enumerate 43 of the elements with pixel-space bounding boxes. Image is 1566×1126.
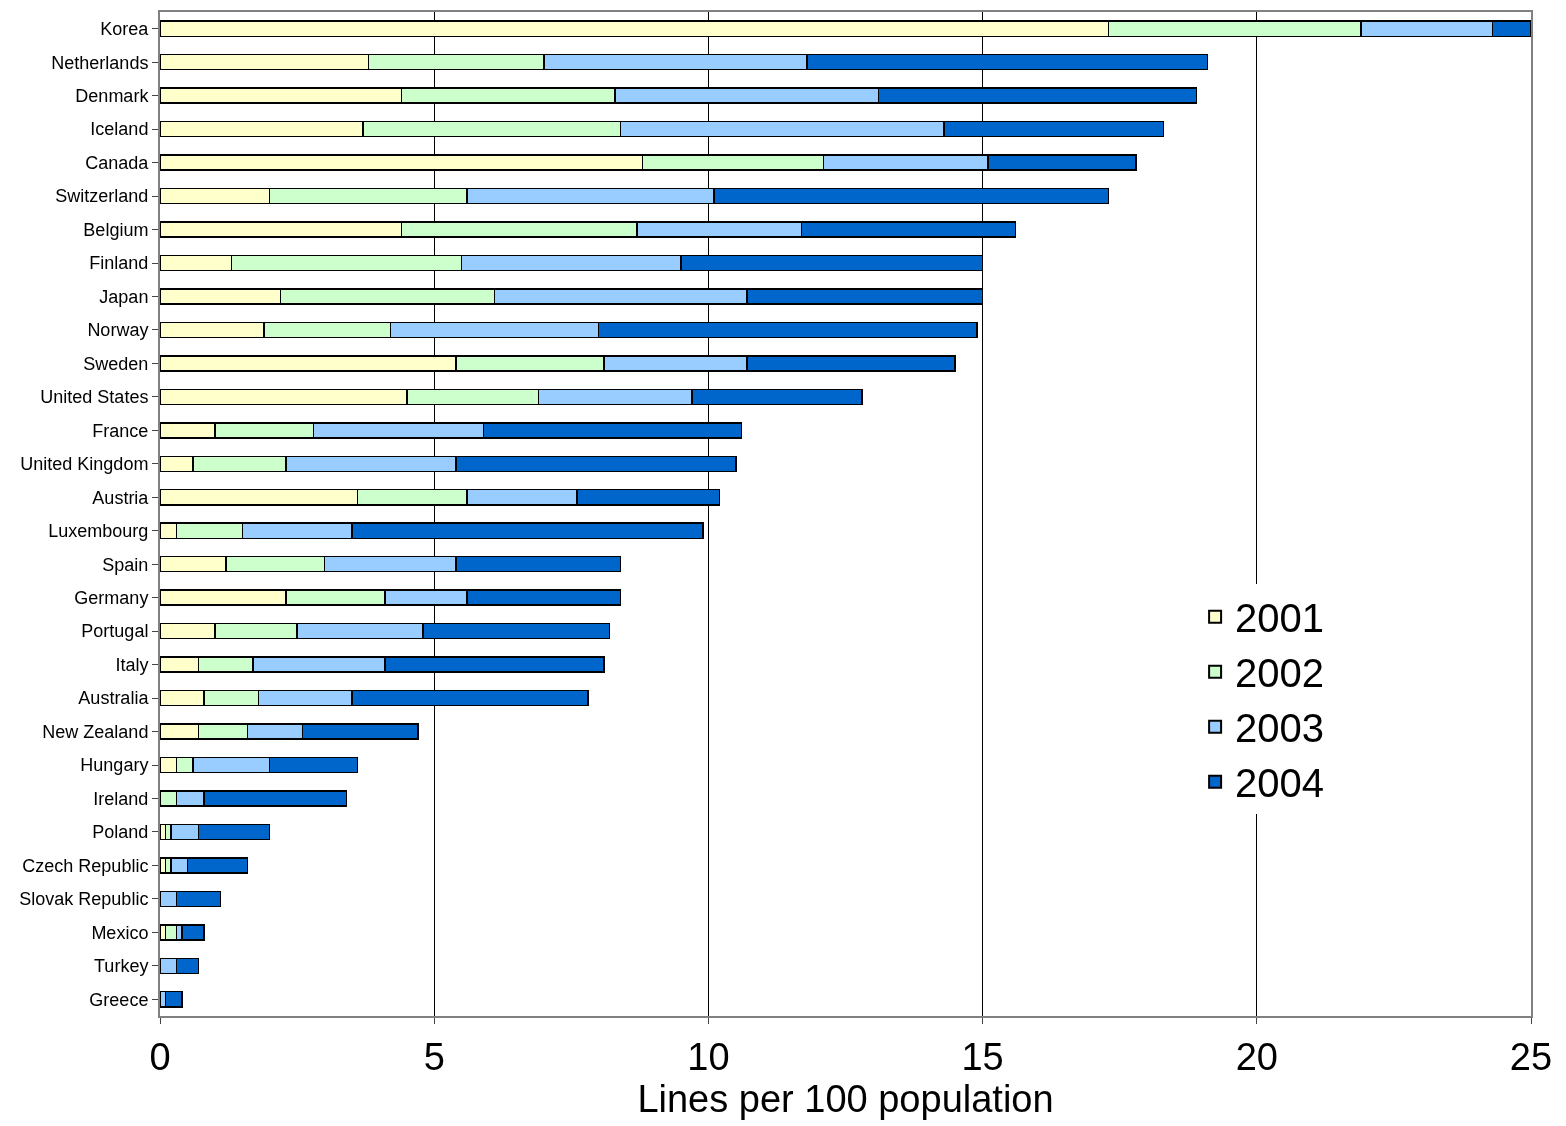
y-tick-label: Japan <box>99 286 149 307</box>
y-tick-label: France <box>92 420 149 441</box>
y-tick-label: Spain <box>102 554 149 575</box>
y-tick-label: Austria <box>92 487 150 508</box>
y-tick-label: Italy <box>115 654 149 675</box>
x-axis-title: Lines per 100 population <box>637 1077 1054 1120</box>
y-tick-label: Belgium <box>83 219 149 240</box>
y-tick-label: Norway <box>87 320 149 341</box>
bar <box>164 990 183 1008</box>
y-tick-label: Mexico <box>91 922 149 943</box>
y-tick-label: United Kingdom <box>20 454 149 475</box>
y-tick-label: Greece <box>89 989 149 1010</box>
y-tick-label: Sweden <box>83 353 149 374</box>
y-tick-label: Iceland <box>90 119 149 140</box>
y-tick-label: Germany <box>74 587 149 608</box>
y-tick-label: Switzerland <box>55 186 149 207</box>
x-tick-label: 20 <box>1235 1035 1278 1078</box>
y-tick-label: Denmark <box>75 85 150 106</box>
y-tick-label: Luxembourg <box>48 521 149 542</box>
y-tick-label: Korea <box>100 19 150 40</box>
legend-label: 2004 <box>1235 761 1325 806</box>
bar <box>164 924 178 941</box>
y-tick-label: Australia <box>78 688 150 709</box>
y-tick-label: United States <box>40 387 149 408</box>
y-tick-label: Ireland <box>93 788 149 809</box>
y-tick-label: Czech Republic <box>22 855 149 876</box>
y-tick-label: Poland <box>92 822 149 843</box>
y-tick-label: Finland <box>89 253 149 274</box>
y-tick-label: Canada <box>85 152 150 173</box>
y-tick-label: Turkey <box>94 956 149 977</box>
y-tick-label: Netherlands <box>51 52 149 73</box>
x-tick-label: 15 <box>961 1035 1004 1078</box>
legend-label: 2001 <box>1235 596 1325 641</box>
y-tick-label: New Zealand <box>42 721 149 742</box>
x-tick-label: 0 <box>149 1035 171 1078</box>
x-tick-label: 5 <box>423 1035 445 1078</box>
x-tick-label: 25 <box>1509 1035 1553 1078</box>
y-tick-label: Portugal <box>81 621 149 642</box>
legend-label: 2002 <box>1235 651 1325 696</box>
legend-label: 2003 <box>1235 706 1325 751</box>
y-tick-label: Slovak Republic <box>19 889 149 910</box>
x-tick-label: 10 <box>687 1035 730 1078</box>
y-tick-label: Hungary <box>80 755 149 776</box>
